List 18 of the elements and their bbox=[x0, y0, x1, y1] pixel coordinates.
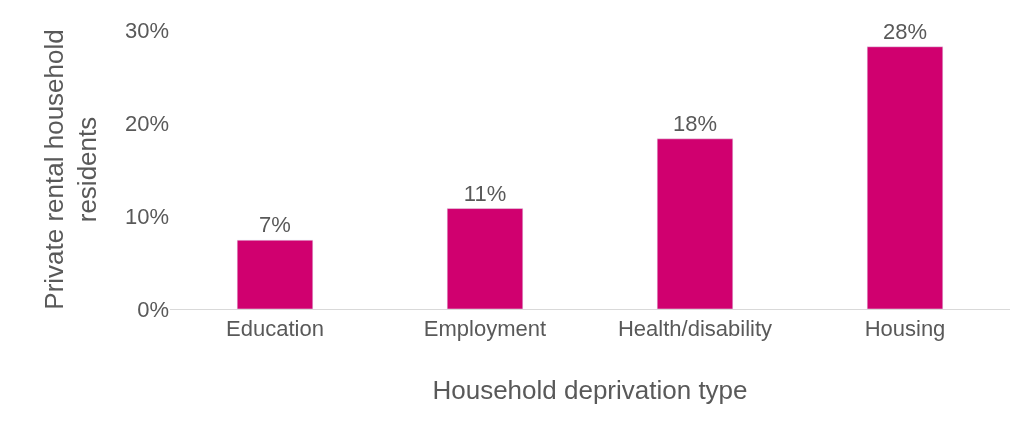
x-axis-title: Household deprivation type bbox=[432, 375, 748, 406]
data-label: 28% bbox=[882, 18, 928, 44]
data-label: 18% bbox=[672, 110, 718, 136]
bar bbox=[236, 239, 314, 309]
x-tick-label: Housing bbox=[864, 316, 946, 342]
data-label: 11% bbox=[463, 180, 507, 206]
y-tick-label: 0% bbox=[137, 296, 169, 322]
x-tick-label: Health/disability bbox=[617, 316, 773, 342]
x-tick-label: Employment bbox=[423, 316, 547, 342]
bar bbox=[446, 208, 524, 309]
y-axis-title: Private rental household residents bbox=[38, 29, 103, 310]
y-tick-label: 10% bbox=[124, 203, 169, 229]
data-label: 7% bbox=[259, 212, 291, 238]
bar bbox=[656, 138, 734, 309]
bar bbox=[866, 46, 944, 309]
y-tick-label: 30% bbox=[124, 17, 169, 43]
y-tick-label: 20% bbox=[124, 110, 169, 136]
x-tick-label: Education bbox=[226, 316, 324, 342]
